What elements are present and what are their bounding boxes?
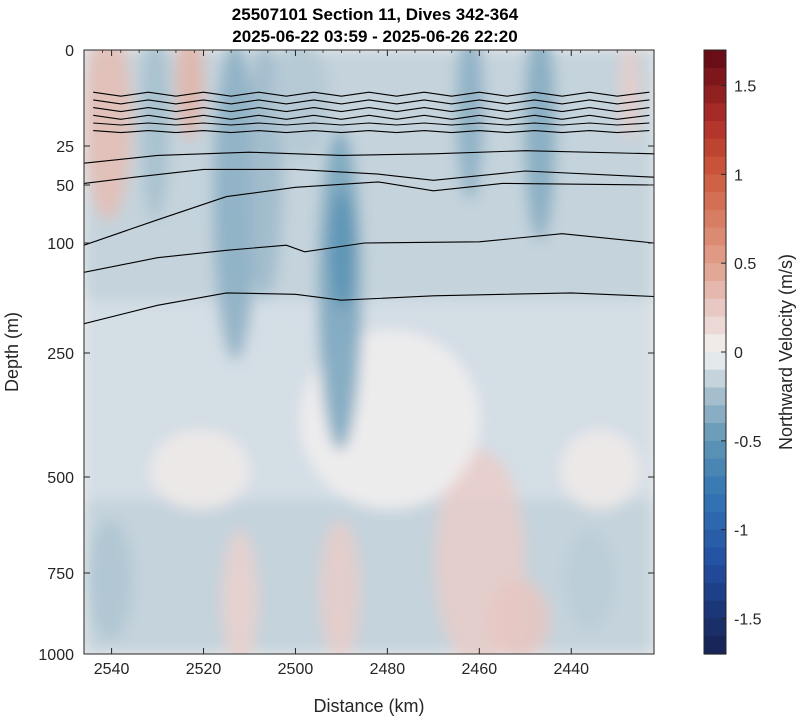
y-tick-label: 1000 [38, 647, 74, 664]
y-axis-ticks: 0 25 50 100 250 500 750 1000 [38, 43, 654, 664]
y-tick-label: 100 [47, 236, 74, 253]
colorbar-step [704, 280, 726, 300]
colorbar: 1.5 1 0.5 0 -0.5 -1 -1.5 Northward Velocity (m… [703, 49, 796, 655]
density-contour [93, 122, 650, 126]
colorbar-step [704, 458, 726, 477]
colorbar-step [704, 85, 726, 104]
colorbar-step [704, 103, 726, 122]
x-tick-label: 2460 [462, 661, 498, 678]
colorbar-step [704, 547, 726, 566]
x-axis-ticks: 2540 2520 2500 2480 2460 2440 [83, 50, 655, 678]
chart-title: 25507101 Section 11, Dives 342-364 [232, 5, 519, 24]
colorbar-label: Northward Velocity (m/s) [776, 254, 796, 450]
colorbar-step [704, 174, 726, 193]
x-tick-label: 2500 [278, 661, 314, 678]
colorbar-step [704, 227, 726, 247]
x-tick-label: 2520 [186, 661, 222, 678]
colorbar-step [704, 405, 726, 424]
colorbar-step [704, 440, 726, 460]
density-contour [84, 150, 654, 164]
colorbar-tick-label: -1.5 [734, 611, 762, 628]
colorbar-tick-label: -0.5 [734, 434, 762, 451]
y-tick-label: 250 [47, 346, 74, 363]
colorbar-step [704, 298, 726, 318]
density-contour [93, 114, 650, 120]
colorbar-step [704, 67, 726, 87]
colorbar-step [704, 263, 726, 282]
colorbar-step [704, 192, 726, 211]
colorbar-step [704, 565, 726, 584]
density-contours [84, 91, 654, 325]
colorbar-tick-label: 1.5 [734, 79, 756, 96]
y-tick-label: 500 [47, 470, 74, 487]
y-axis-label: Depth (m) [2, 312, 22, 392]
colorbar-step [704, 138, 726, 158]
x-tick-label: 2480 [370, 661, 406, 678]
x-axis-label: Distance (km) [313, 696, 424, 716]
colorbar-gradient [704, 50, 726, 655]
velocity-field [84, 50, 654, 654]
colorbar-tick-label: 1 [734, 167, 743, 184]
plot-frame [83, 49, 655, 655]
x-tick-label: 2540 [94, 661, 130, 678]
y-tick-label: 25 [56, 139, 74, 156]
colorbar-step [704, 352, 726, 371]
colorbar-step [704, 369, 726, 389]
colorbar-step [704, 316, 726, 335]
chart-subtitle: 2025-06-22 03:59 - 2025-06-26 22:20 [232, 27, 517, 46]
density-contour [84, 292, 654, 325]
colorbar-step [704, 156, 726, 175]
density-contour [93, 91, 650, 97]
y-tick-label: 0 [65, 43, 74, 60]
density-contour [93, 99, 650, 105]
colorbar-tick-label: 0.5 [734, 256, 756, 273]
colorbar-tick-label: 0 [734, 345, 743, 362]
colorbar-tick-label: -1 [734, 523, 748, 540]
colorbar-step [704, 50, 726, 69]
colorbar-step [704, 511, 726, 531]
colorbar-step [704, 636, 726, 655]
colorbar-step [704, 476, 726, 495]
density-contour [84, 181, 654, 246]
colorbar-step [704, 209, 726, 229]
colorbar-step [704, 423, 726, 442]
colorbar-step [704, 582, 726, 602]
colorbar-step [704, 494, 726, 513]
y-tick-label: 50 [56, 178, 74, 195]
colorbar-step [704, 334, 726, 353]
colorbar-ticks: 1.5 1 0.5 0 -0.5 -1 -1.5 [721, 79, 762, 628]
density-contour [93, 107, 650, 113]
density-contour [84, 168, 654, 184]
density-contour [93, 130, 650, 134]
plot-area: 2540 2520 2500 2480 2460 2440 0 25 50 100 250 500 7… [38, 43, 655, 678]
colorbar-step [704, 121, 726, 140]
y-tick-label: 750 [47, 566, 74, 583]
colorbar-step [704, 387, 726, 406]
colorbar-step [704, 529, 726, 549]
colorbar-step [704, 618, 726, 637]
colorbar-step [704, 600, 726, 620]
x-tick-label: 2440 [553, 661, 589, 678]
density-contour [84, 233, 654, 273]
colorbar-step [704, 245, 726, 264]
